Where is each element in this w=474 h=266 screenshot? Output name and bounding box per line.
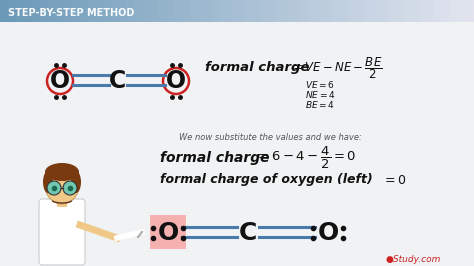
Bar [95,0,104,22]
Bar [261,0,270,22]
Bar [253,0,262,22]
Bar [371,0,380,22]
Bar [324,0,333,22]
Bar [276,0,285,22]
Text: $BE = 4$: $BE = 4$ [305,99,335,110]
Bar [403,0,412,22]
Text: formal charge: formal charge [205,61,310,74]
Bar [442,0,451,22]
Bar [16,0,25,22]
Bar [395,0,404,22]
Bar [57,195,67,207]
Bar [182,0,191,22]
Bar [150,0,159,22]
Bar [190,0,199,22]
Bar [237,0,246,22]
Bar [435,0,443,22]
Text: C: C [109,69,127,93]
Bar [47,0,56,22]
Bar [340,0,348,22]
Bar [411,0,419,22]
Bar [364,0,372,22]
Bar [63,0,72,22]
Bar [55,0,64,22]
Ellipse shape [71,171,81,193]
Text: O: O [166,69,186,93]
Text: We now substitute the values and we have:: We now substitute the values and we have… [179,134,362,143]
Text: O: O [157,221,179,245]
Bar [118,0,128,22]
Bar [71,0,80,22]
Bar [127,0,135,22]
Circle shape [47,181,61,195]
Bar [103,0,111,22]
Bar [39,0,48,22]
Bar [387,0,396,22]
Circle shape [63,181,77,195]
Ellipse shape [43,171,53,193]
Bar [205,0,214,22]
Bar [332,0,341,22]
Ellipse shape [45,166,79,204]
Bar [198,0,206,22]
Text: formal charge: formal charge [160,151,270,165]
Text: O: O [50,69,70,93]
Bar [0,0,9,22]
Bar [245,0,254,22]
Text: $= 0$: $= 0$ [382,173,407,186]
Text: $VE = 6$: $VE = 6$ [305,80,335,90]
Bar [110,0,119,22]
Bar [347,0,356,22]
Bar [87,0,96,22]
Bar [32,0,40,22]
Bar [284,0,293,22]
Bar [300,0,309,22]
Ellipse shape [45,163,79,181]
Bar [308,0,317,22]
Bar [458,0,467,22]
Bar [356,0,365,22]
Text: O: O [318,221,338,245]
Bar [134,0,143,22]
Bar [229,0,238,22]
Bar [427,0,436,22]
Text: STEP-BY-STEP METHOD: STEP-BY-STEP METHOD [8,8,134,18]
FancyBboxPatch shape [150,215,186,249]
Bar [379,0,388,22]
Bar [316,0,325,22]
Bar [174,0,182,22]
Bar [450,0,459,22]
Text: formal charge of oxygen (left): formal charge of oxygen (left) [160,173,373,186]
Bar [166,0,175,22]
Bar [292,0,301,22]
Bar [142,0,151,22]
Bar [79,0,88,22]
Text: $= VE - NE - \dfrac{BE}{2}$: $= VE - NE - \dfrac{BE}{2}$ [290,55,383,81]
Text: $NE = 4$: $NE = 4$ [305,89,336,101]
Bar [466,0,474,22]
Bar [213,0,222,22]
Bar [158,0,167,22]
FancyBboxPatch shape [39,199,85,265]
Text: C: C [239,221,257,245]
Text: $= 6 - 4 - \dfrac{4}{2} = 0$: $= 6 - 4 - \dfrac{4}{2} = 0$ [255,145,356,171]
Text: ●Study.com: ●Study.com [386,255,441,264]
Bar [24,0,33,22]
Bar [419,0,428,22]
Bar [269,0,277,22]
Bar [221,0,230,22]
Bar [8,0,17,22]
